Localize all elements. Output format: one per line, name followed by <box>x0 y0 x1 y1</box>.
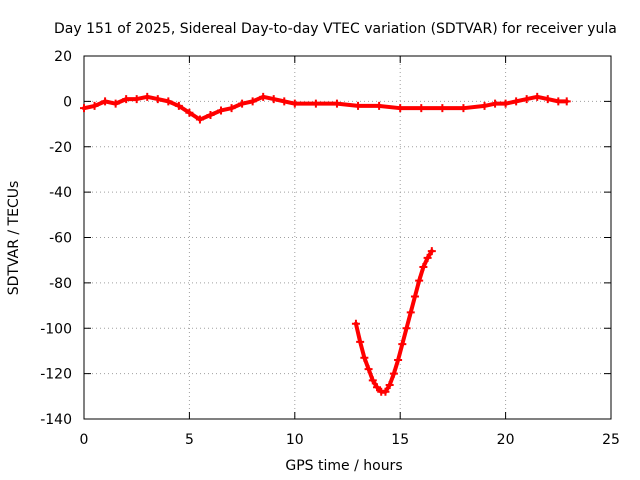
data-point <box>491 99 500 108</box>
data-point <box>522 95 531 104</box>
data-point <box>153 95 162 104</box>
data-point <box>512 97 521 106</box>
data-point <box>351 319 360 328</box>
grid <box>84 56 611 419</box>
data-point <box>368 376 377 385</box>
chart-title: Day 151 of 2025, Sidereal Day-to-day VTE… <box>54 21 617 37</box>
data-point <box>206 110 215 119</box>
data-point <box>143 92 152 101</box>
data-point <box>259 92 268 101</box>
data-point <box>419 262 428 271</box>
data-point <box>101 97 110 106</box>
data-point <box>248 97 257 106</box>
y-tick-label: -20 <box>49 140 72 156</box>
data-point <box>381 387 390 396</box>
data-point <box>389 369 398 378</box>
x-tick-label: 10 <box>286 432 304 448</box>
data-point <box>410 292 419 301</box>
data-point <box>543 95 552 104</box>
data-point <box>354 101 363 110</box>
data-point <box>332 99 341 108</box>
data-series <box>80 92 571 396</box>
data-point <box>90 101 99 110</box>
data-point <box>533 92 542 101</box>
data-point <box>290 99 299 108</box>
y-tick-label: -100 <box>40 321 72 337</box>
data-point <box>217 106 226 115</box>
y-tick-label: -60 <box>49 231 72 247</box>
data-point <box>311 99 320 108</box>
data-point <box>501 99 510 108</box>
data-point <box>396 104 405 113</box>
series-sdtvar-arc <box>351 247 436 396</box>
x-tick-label: 20 <box>497 432 515 448</box>
data-point <box>280 97 289 106</box>
data-point <box>417 104 426 113</box>
y-tick-label: 0 <box>63 94 72 110</box>
x-tick-label: 25 <box>602 432 620 448</box>
plot-frame <box>83 55 612 420</box>
data-point <box>554 97 563 106</box>
data-point <box>459 104 468 113</box>
data-point <box>373 383 382 392</box>
x-axis-title: GPS time / hours <box>285 458 402 474</box>
data-point <box>438 104 447 113</box>
data-point <box>227 104 236 113</box>
data-point <box>427 247 436 256</box>
data-point <box>174 101 183 110</box>
data-point <box>385 380 394 389</box>
data-point <box>122 95 131 104</box>
data-point <box>406 308 415 317</box>
y-tick-label: -140 <box>40 412 72 428</box>
data-point <box>398 340 407 349</box>
axis-ticks: -140 -120 -100 -80 -60 -40 -20 0 20 0 5 10 15 20 25 <box>40 49 620 448</box>
data-point <box>394 356 403 365</box>
y-tick-label: -120 <box>40 367 72 383</box>
data-point <box>364 365 373 374</box>
series-sdtvar <box>80 92 571 124</box>
y-axis-title: SDTVAR / TECUs <box>6 181 22 296</box>
data-point <box>356 337 365 346</box>
y-tick-label: -40 <box>49 185 72 201</box>
y-tick-label: -80 <box>49 276 72 292</box>
data-point <box>402 324 411 333</box>
data-point <box>480 101 489 110</box>
data-point <box>80 104 88 113</box>
data-point <box>562 97 571 106</box>
data-point <box>360 353 369 362</box>
data-point <box>269 95 278 104</box>
y-tick-label: 20 <box>54 49 72 65</box>
x-tick-label: 5 <box>185 432 194 448</box>
data-point <box>238 99 247 108</box>
data-point <box>111 99 120 108</box>
data-point <box>423 253 432 262</box>
data-point <box>164 97 173 106</box>
data-point <box>195 115 204 124</box>
data-point <box>415 276 424 285</box>
x-tick-label: 15 <box>391 432 409 448</box>
x-tick-label: 0 <box>80 432 89 448</box>
data-point <box>132 95 141 104</box>
data-point <box>375 101 384 110</box>
data-point <box>185 108 194 117</box>
